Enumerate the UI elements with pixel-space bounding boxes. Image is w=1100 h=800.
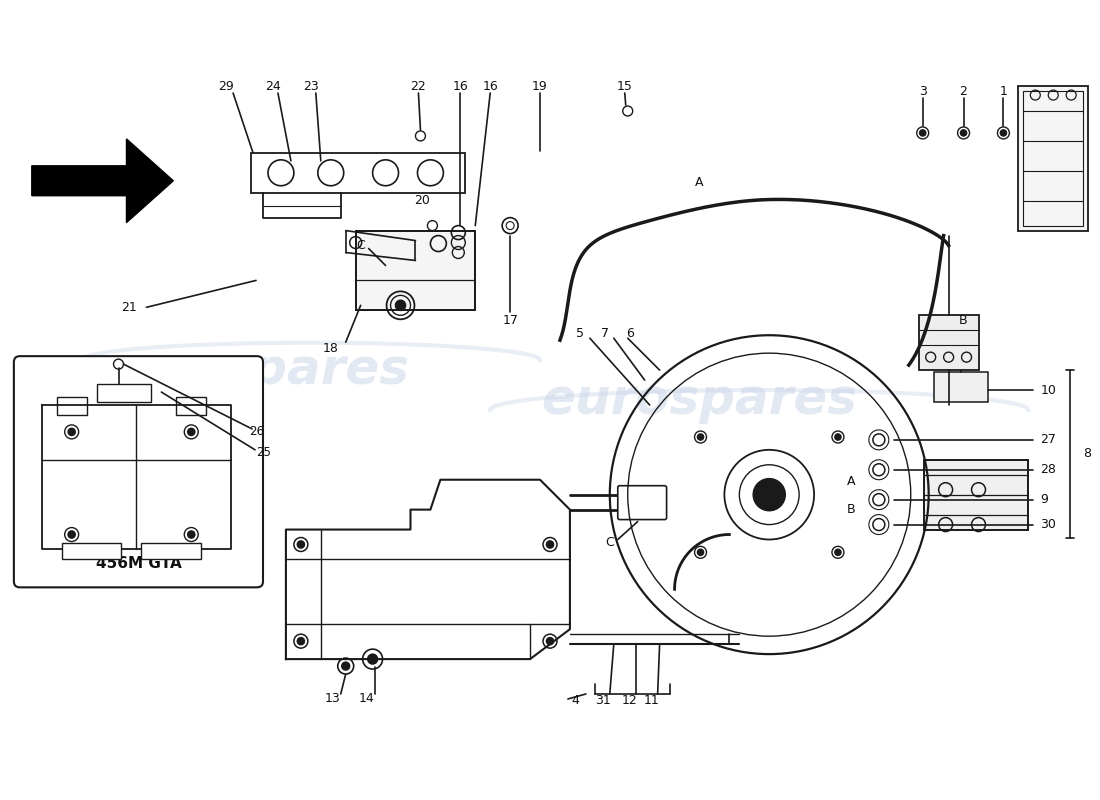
- Circle shape: [754, 478, 785, 510]
- Circle shape: [367, 654, 377, 664]
- Text: A: A: [847, 475, 855, 488]
- Circle shape: [960, 130, 967, 136]
- Circle shape: [68, 531, 75, 538]
- Circle shape: [547, 541, 553, 548]
- Text: C: C: [356, 239, 365, 252]
- Text: 4: 4: [571, 694, 579, 707]
- Text: 9: 9: [1041, 493, 1048, 506]
- Text: 456M GTA: 456M GTA: [96, 557, 182, 571]
- Text: 2: 2: [959, 85, 968, 98]
- Text: 23: 23: [302, 79, 319, 93]
- Circle shape: [697, 550, 704, 555]
- Text: 27: 27: [1041, 434, 1056, 446]
- Bar: [97, 384, 152, 402]
- Bar: [918, 315, 979, 370]
- Text: 13: 13: [324, 693, 341, 706]
- Text: 30: 30: [1041, 518, 1056, 531]
- Text: 12: 12: [621, 694, 638, 707]
- Text: B: B: [958, 314, 967, 326]
- Circle shape: [68, 429, 75, 435]
- Bar: [251, 153, 465, 193]
- Text: 28: 28: [1041, 463, 1056, 476]
- Text: 25: 25: [256, 446, 271, 459]
- Circle shape: [297, 638, 305, 645]
- Text: B: B: [847, 503, 856, 516]
- FancyBboxPatch shape: [618, 486, 667, 519]
- Text: 29: 29: [218, 79, 234, 93]
- Circle shape: [1000, 130, 1006, 136]
- Text: 20: 20: [415, 194, 430, 207]
- Bar: [924, 460, 1028, 530]
- Text: A: A: [695, 176, 704, 190]
- Polygon shape: [32, 139, 174, 222]
- Circle shape: [697, 434, 704, 440]
- Bar: [355, 230, 475, 310]
- Circle shape: [188, 429, 195, 435]
- Text: 7: 7: [601, 326, 608, 340]
- Text: 16: 16: [482, 79, 498, 93]
- Circle shape: [835, 434, 840, 440]
- Text: 17: 17: [503, 314, 518, 326]
- Text: 19: 19: [532, 79, 548, 93]
- Bar: [355, 230, 475, 310]
- Circle shape: [920, 130, 926, 136]
- Circle shape: [396, 300, 406, 310]
- Text: 8: 8: [1084, 447, 1091, 460]
- Circle shape: [297, 541, 305, 548]
- Text: 15: 15: [617, 79, 632, 93]
- Text: 16: 16: [452, 79, 469, 93]
- FancyBboxPatch shape: [14, 356, 263, 587]
- Text: 11: 11: [644, 694, 660, 707]
- Text: 21: 21: [122, 301, 138, 314]
- Text: 31: 31: [595, 694, 610, 707]
- Bar: [176, 397, 206, 415]
- Bar: [57, 397, 87, 415]
- Circle shape: [547, 638, 553, 645]
- Text: 14: 14: [359, 693, 374, 706]
- Text: 10: 10: [1041, 383, 1056, 397]
- Text: 18: 18: [322, 342, 339, 354]
- Circle shape: [342, 662, 350, 670]
- Text: C: C: [605, 536, 614, 549]
- Text: 3: 3: [918, 85, 926, 98]
- Bar: [1019, 86, 1088, 230]
- Text: 24: 24: [265, 79, 280, 93]
- Text: 22: 22: [410, 79, 427, 93]
- Bar: [142, 543, 201, 559]
- Text: 26: 26: [249, 426, 264, 438]
- Text: 5: 5: [576, 326, 584, 340]
- Bar: [62, 543, 121, 559]
- Text: eurospares: eurospares: [541, 376, 858, 424]
- Circle shape: [188, 531, 195, 538]
- Text: 1: 1: [1000, 85, 1008, 98]
- Bar: [934, 372, 989, 402]
- Text: eurospares: eurospares: [94, 346, 409, 394]
- Circle shape: [835, 550, 840, 555]
- Bar: [1023, 91, 1084, 226]
- Text: 6: 6: [626, 326, 634, 340]
